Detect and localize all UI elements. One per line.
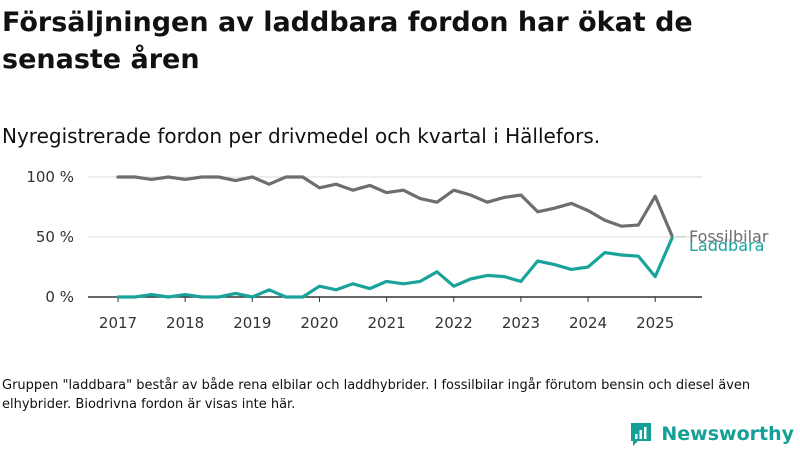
x-tick-label: 2019: [233, 314, 271, 332]
series-line-fossilbilar: [116, 175, 674, 238]
y-tick-label: 50 %: [36, 228, 74, 246]
line-chart: 0 % 50 % 100 % 2017 2018 2019 2020 2021 2022 2023…: [26, 168, 769, 332]
x-tick-label: 2018: [166, 314, 204, 332]
x-tick-label: 2025: [636, 314, 674, 332]
x-tick-label: 2023: [502, 314, 540, 332]
y-tick-label: 0 %: [45, 288, 74, 306]
newsworthy-logo-icon: [631, 423, 652, 446]
brand-name: Newsworthy: [661, 423, 794, 445]
series-line-laddbara: [116, 236, 674, 299]
y-tick-label: 100 %: [26, 168, 74, 186]
chart-subtitle: Nyregistrerade fordon per drivmedel och …: [2, 124, 601, 148]
x-tick-label: 2024: [569, 314, 607, 332]
brand[interactable]: Newsworthy: [629, 421, 794, 447]
series-label-fossilbilar: Fossilbilar: [689, 227, 769, 246]
x-tick-label: 2020: [300, 314, 338, 332]
x-tick-label: 2021: [368, 314, 406, 332]
chart-title: Försäljningen av laddbara fordon har öka…: [2, 7, 693, 75]
x-tick-label: 2022: [435, 314, 473, 332]
footnote: Gruppen "laddbara" består av både rena e…: [2, 378, 751, 412]
x-tick-label: 2017: [99, 314, 137, 332]
series-label-laddbara: Laddbara: [689, 236, 764, 255]
